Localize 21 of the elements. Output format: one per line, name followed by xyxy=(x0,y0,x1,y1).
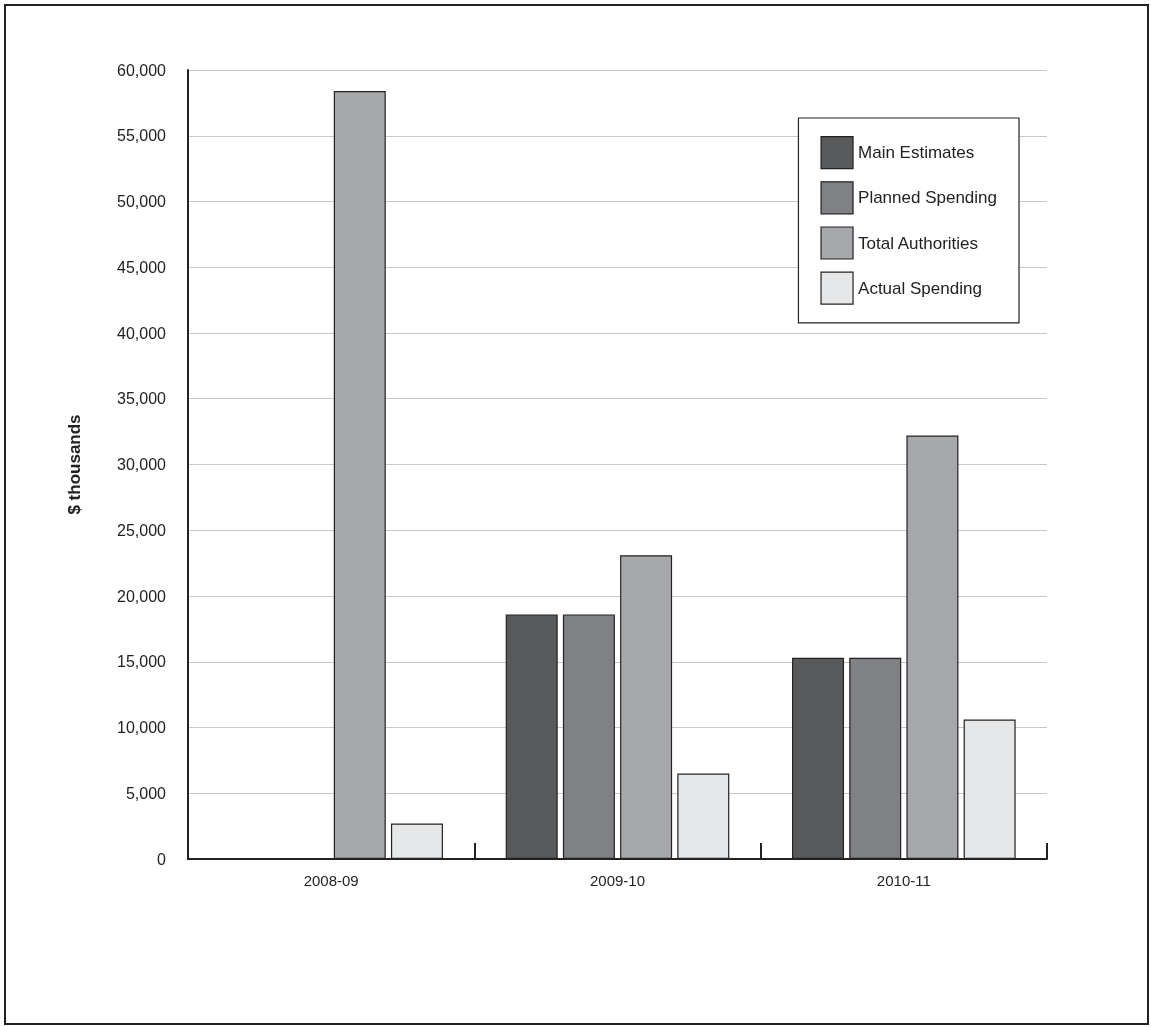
y-tick-label: 5,000 xyxy=(125,784,167,802)
x-tick-label: 2008-09 xyxy=(303,872,359,889)
y-tick-label: 10,000 xyxy=(117,719,167,736)
y-tick-label: 35,000 xyxy=(117,390,167,408)
x-tick-label: 2010-11 xyxy=(876,872,931,889)
y-tick-label: 20,000 xyxy=(117,587,167,605)
y-tick-label: 40,000 xyxy=(117,324,167,342)
x-tick-label: 2009-10 xyxy=(589,872,646,889)
y-tick-label: 15,000 xyxy=(117,653,167,671)
legend-label: Actual Spending xyxy=(858,278,982,298)
y-tick-label: 45,000 xyxy=(117,258,167,276)
y-tick-label: 0 xyxy=(157,850,167,868)
y-tick-label: 50,000 xyxy=(117,193,167,210)
y-axis-title: $ thousands xyxy=(65,414,84,515)
y-tick-label: 60,000 xyxy=(117,61,167,79)
y-tick-label: 30,000 xyxy=(117,456,167,473)
y-tick-label: 25,000 xyxy=(117,521,167,539)
legend-label: Main Estimates xyxy=(858,143,975,163)
legend-label: Total Authorities xyxy=(858,233,979,253)
y-tick-label: 55,000 xyxy=(117,127,167,145)
legend-label: Planned Spending xyxy=(858,188,998,208)
